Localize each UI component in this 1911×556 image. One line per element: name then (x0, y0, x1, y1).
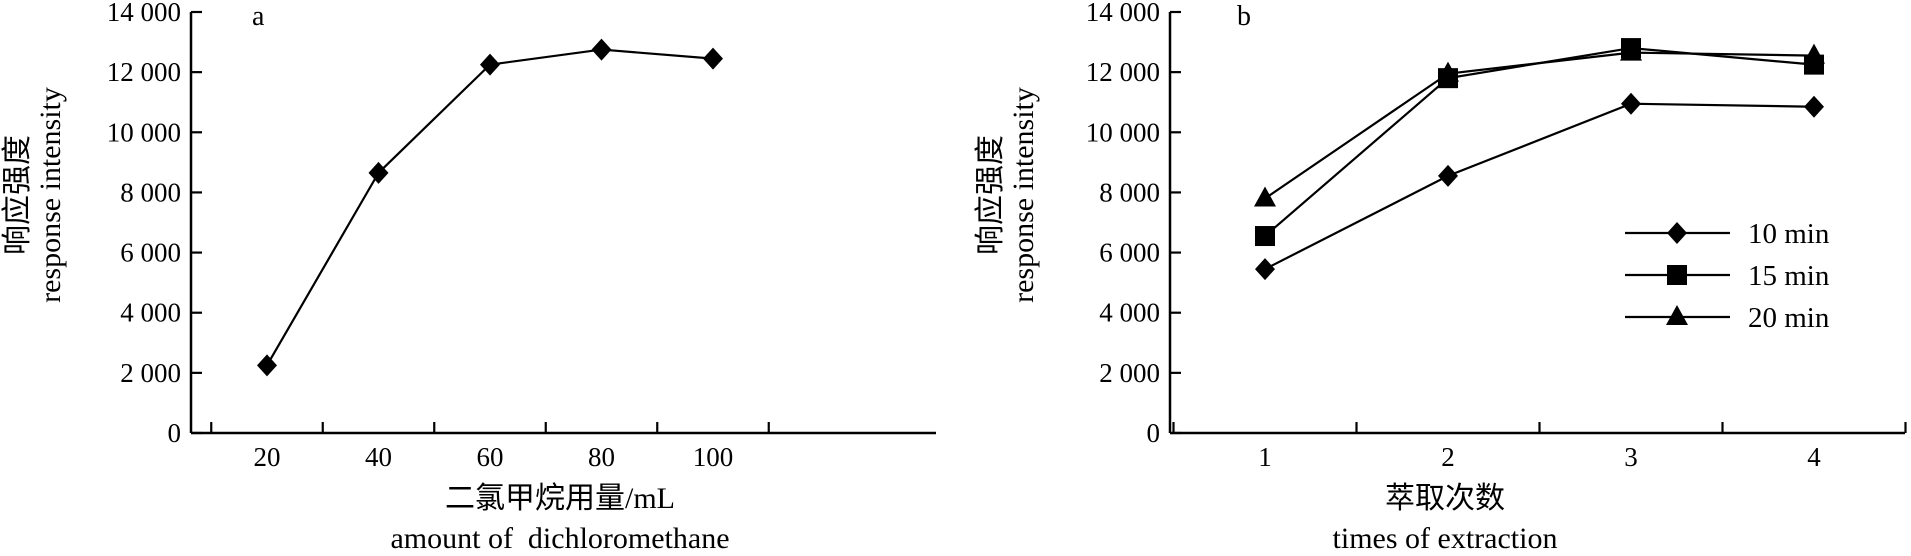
series-line-b-10-min (1264, 102, 1815, 271)
legend-marker-20-min (1666, 305, 1688, 325)
x-tick-label-b: 1 (1258, 442, 1272, 472)
legend-marker-15-min (1667, 265, 1687, 285)
x-axis-title-en-b: times of extraction (1333, 522, 1558, 555)
legend-marker-10-min (1667, 222, 1687, 244)
data-point-a-series (480, 53, 500, 76)
data-point-a-series (703, 47, 723, 70)
series-a (257, 38, 723, 377)
data-point-a-series (591, 38, 612, 61)
series-b (1254, 38, 1825, 281)
series-line-b-20-min (1264, 51, 1815, 200)
y-tick-label-b: 6 000 (1099, 238, 1160, 268)
legend-label-20-min: 20 min (1748, 302, 1830, 334)
legend-b: 10 min 15 min 20 min (1625, 218, 1830, 334)
x-axis-title-cn-b: 萃取次数 (1385, 482, 1505, 515)
y-tick-label-a: 14 000 (107, 0, 181, 27)
y-tick-label-a: 12 000 (107, 57, 181, 87)
chart-panel-a: a 0 2 000 4 000 6 000 8 000 10 000 12 000 14 00… (1, 0, 936, 555)
data-point-b-10-min (1255, 258, 1275, 281)
x-tick-label-a: 40 (365, 442, 392, 472)
data-point-b-10-min (1804, 95, 1824, 118)
axes-b (1168, 12, 1905, 435)
axes-a (189, 12, 936, 435)
x-tick-label-a: 100 (693, 442, 734, 472)
y-axis-title-en-b: response intensity (1007, 87, 1040, 303)
x-axis-title-cn-a: 二氯甲烷用量/mL (445, 482, 675, 515)
x-axis-title-en-a: amount of dichloromethane (390, 522, 729, 555)
data-point-b-10-min (1438, 164, 1458, 187)
x-tick-label-a: 20 (254, 442, 281, 472)
y-tick-label-b: 10 000 (1086, 117, 1160, 147)
data-point-b-20-min (1803, 43, 1825, 64)
legend-label-10-min: 10 min (1748, 218, 1830, 250)
x-tick-label-b: 2 (1441, 442, 1455, 472)
x-tick-label-b: 3 (1624, 442, 1638, 472)
y-tick-label-a: 10 000 (107, 117, 181, 147)
panel-label-b: b (1237, 1, 1251, 32)
data-point-b-20-min (1437, 61, 1459, 82)
x-ticks-b: 1 2 3 4 (1172, 422, 1907, 472)
data-point-a-series (368, 161, 389, 184)
y-tick-label-b: 8 000 (1099, 177, 1160, 207)
y-ticks-b: 0 2 000 4 000 6 000 8 000 10 000 12 000 14 000 (1086, 0, 1181, 448)
y-axis-title-en-a: response intensity (34, 87, 67, 303)
data-point-b-20-min (1254, 186, 1276, 207)
chart-panel-b: b 0 2 000 4 000 6 000 8 000 10 000 12 000 14 00… (974, 0, 1907, 555)
y-tick-label-a: 6 000 (120, 238, 181, 268)
y-tick-label-a: 2 000 (120, 358, 181, 388)
x-tick-label-a: 80 (588, 442, 615, 472)
y-tick-label-b: 4 000 (1099, 298, 1160, 328)
y-tick-label-b: 2 000 (1099, 358, 1160, 388)
y-axis-title-cn-a: 响应强度 (1, 135, 34, 255)
x-tick-label-b: 4 (1807, 442, 1821, 472)
x-ticks-a: 20 40 60 80 100 (210, 422, 770, 472)
x-tick-label-a: 60 (477, 442, 504, 472)
y-tick-label-b: 12 000 (1086, 57, 1160, 87)
y-tick-label-a: 8 000 (120, 177, 181, 207)
y-tick-label-a: 4 000 (120, 298, 181, 328)
y-axis-title-cn-b: 响应强度 (974, 135, 1007, 255)
y-tick-label-a: 0 (168, 418, 182, 448)
panel-label-a: a (252, 1, 265, 32)
y-ticks-a: 0 2 000 4 000 6 000 8 000 10 000 12 000 14 000 (107, 0, 202, 448)
legend-label-15-min: 15 min (1748, 260, 1830, 292)
y-tick-label-b: 0 (1147, 418, 1161, 448)
data-point-b-10-min (1621, 92, 1641, 115)
data-point-a-series (257, 354, 277, 377)
y-tick-label-b: 14 000 (1086, 0, 1160, 27)
data-point-b-20-min (1620, 40, 1642, 61)
series-line-a-series (266, 48, 714, 366)
data-point-b-15-min (1255, 226, 1275, 247)
